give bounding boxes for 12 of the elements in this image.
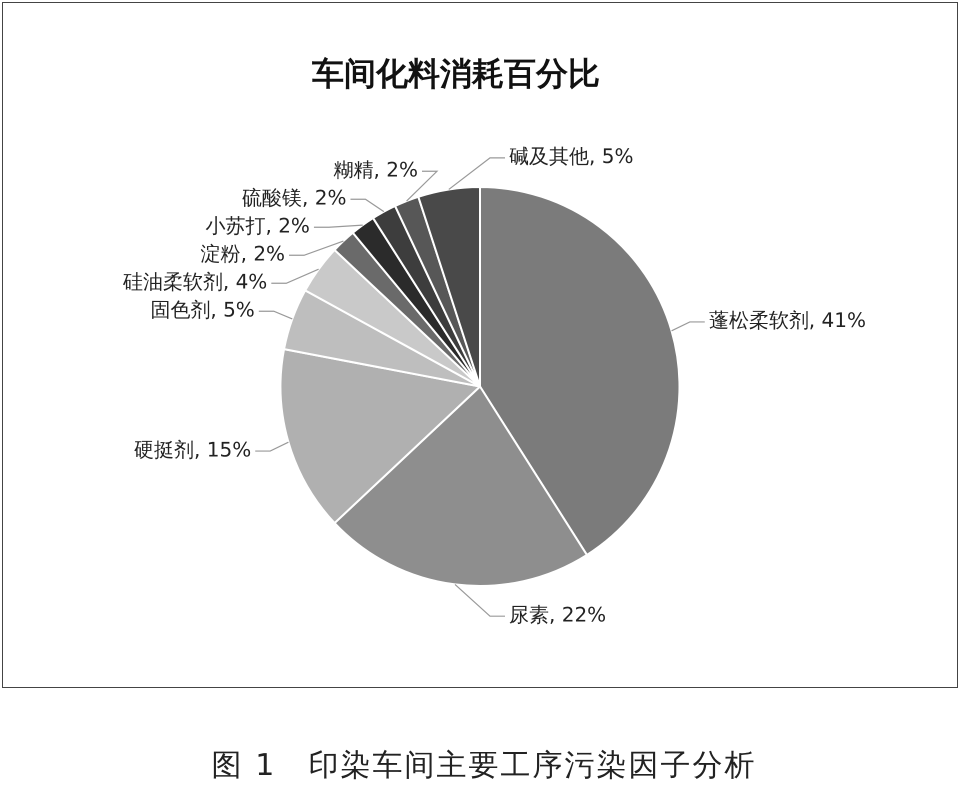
slice-label: 硬挺剂, 15%: [134, 437, 252, 462]
caption: 图 1 印染车间主要工序污染因子分析: [210, 747, 758, 785]
slice-label: 小苏打, 2%: [205, 213, 310, 238]
slice-label: 蓬松柔软剂, 41%: [708, 308, 866, 332]
slice-label: 淀粉, 2%: [200, 241, 286, 266]
slice-label: 碱及其他, 5%: [509, 144, 634, 168]
chart-title: 车间化料消耗百分比: [311, 54, 600, 92]
slice-label: 硅油柔软剂, 4%: [122, 269, 268, 294]
slice-label: 硫酸镁, 2%: [242, 185, 346, 210]
slice-label: 糊精, 2%: [334, 157, 418, 182]
slice-label: 固色剂, 5%: [150, 297, 255, 322]
slice-label: 尿素, 22%: [509, 602, 606, 626]
